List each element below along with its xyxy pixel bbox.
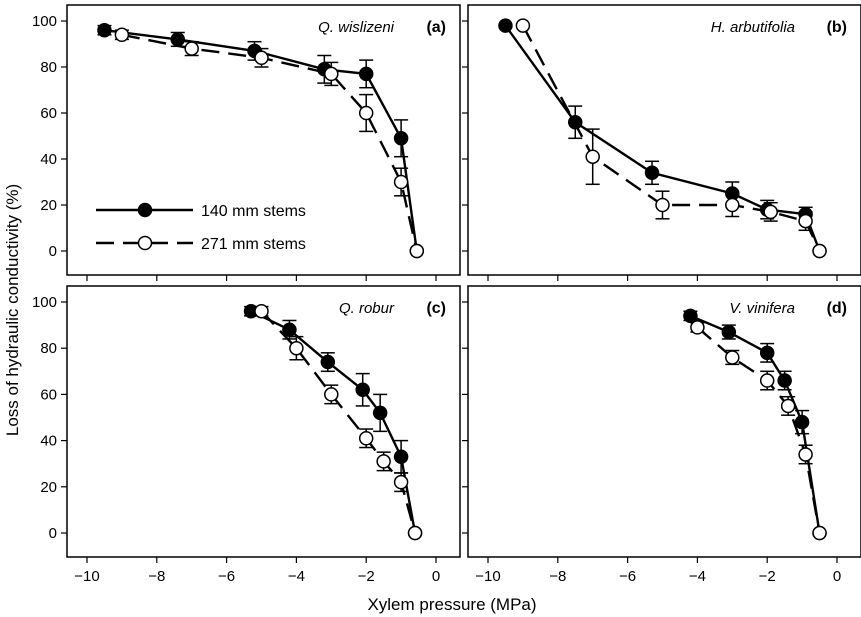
data-point-140mm (683, 308, 698, 324)
y-tick-label: 80 (40, 59, 57, 76)
y-tick-label: 80 (40, 340, 57, 357)
x-tick-label: −2 (358, 568, 375, 585)
data-point-140mm (372, 405, 388, 421)
data-point-271mm (114, 27, 130, 43)
x-tick-label: 0 (833, 568, 841, 585)
x-tick-label: −4 (689, 568, 706, 585)
data-point-140mm (777, 373, 792, 388)
x-tick-label: −10 (74, 568, 99, 585)
x-tick-label: −8 (549, 568, 566, 585)
y-tick-label: 100 (32, 13, 57, 30)
x-tick-label: −6 (619, 568, 636, 585)
data-point-271mm (780, 398, 796, 414)
data-point-271mm (763, 204, 778, 220)
panel-frame (66, 285, 461, 558)
panel-species-label: Q. wislizeni (318, 19, 395, 36)
y-tick-label: 0 (49, 525, 57, 542)
panel-letter-label: (c) (426, 300, 446, 317)
y-tick-label: 0 (49, 243, 57, 260)
data-point-271mm (812, 243, 827, 259)
data-point-140mm (759, 345, 775, 361)
panel-frame (467, 4, 861, 276)
x-tick-label: −10 (475, 568, 500, 585)
panel-frame (467, 285, 861, 558)
data-point-140mm (358, 66, 374, 82)
panel-b: H. arbutifolia (b) (462, 4, 861, 281)
panel-c: 0 20 40 60 80 100 −10 −8 −6 −4 −2 0 Q. robur (c) (32, 285, 461, 585)
panel-species-label: H. arbutifolia (711, 19, 795, 36)
data-point-140mm (393, 131, 409, 146)
legend: 140 mm stems 271 mm stems (96, 202, 306, 253)
data-point-140mm (794, 414, 810, 430)
x-tick-label: −4 (288, 568, 305, 585)
data-point-271mm (725, 350, 740, 365)
data-point-140mm (393, 449, 409, 465)
panel-letter-label: (d) (827, 300, 847, 317)
data-point-271mm (324, 387, 339, 402)
data-point-271mm (254, 50, 269, 66)
y-axis-title: Loss of hydraulic conductivity (%) (3, 184, 22, 436)
data-point-271mm (725, 197, 740, 213)
panel-d: −10 −8 −6 −4 −2 0 V. vinifera (d) (462, 285, 861, 585)
legend-label-140mm: 140 mm stems (201, 203, 306, 220)
data-point-271mm (655, 197, 670, 213)
data-point-271mm (585, 149, 600, 164)
y-tick-label: 60 (40, 105, 57, 122)
data-point-140mm (721, 324, 737, 340)
panel-letter-label: (b) (827, 19, 847, 36)
data-point-271mm (254, 303, 269, 319)
y-tick-label: 40 (40, 433, 57, 450)
legend-marker-open (137, 235, 153, 251)
panel-species-label: V. vinifera (729, 300, 795, 317)
data-point-271mm (798, 447, 813, 462)
data-point-140mm (97, 22, 112, 38)
series-line-271mm (260, 310, 417, 534)
series-line-271mm (696, 326, 821, 534)
y-tick-label: 60 (40, 386, 57, 403)
y-tick-label: 40 (40, 151, 57, 168)
x-tick-label: −8 (148, 568, 165, 585)
data-point-271mm (358, 105, 374, 121)
panel-species-label: Q. robur (339, 300, 395, 317)
data-point-140mm (282, 322, 297, 337)
x-axis-title: Xylem pressure (MPa) (367, 595, 536, 614)
legend-marker-filled (137, 202, 153, 218)
data-point-271mm (409, 243, 425, 259)
data-point-271mm (289, 340, 304, 356)
y-tick-label: 20 (40, 197, 57, 214)
y-tick-label: 100 (32, 294, 57, 311)
x-tick-label: −2 (759, 568, 776, 585)
data-point-140mm (320, 354, 336, 370)
data-point-271mm (184, 41, 199, 56)
data-point-271mm (812, 525, 827, 541)
panels: 0 20 40 60 80 100 Q. wislizeni (a) H. arbutifoli… (32, 4, 861, 585)
data-point-271mm (690, 320, 705, 335)
data-point-140mm (170, 32, 185, 47)
data-point-271mm (376, 454, 391, 469)
data-point-140mm (644, 165, 660, 181)
data-point-140mm (568, 114, 583, 130)
x-tick-label: −6 (218, 568, 235, 585)
data-point-271mm (393, 474, 409, 490)
data-point-271mm (358, 431, 374, 446)
panel-frame (66, 4, 461, 276)
data-point-140mm (498, 18, 513, 33)
data-point-271mm (393, 174, 409, 190)
panel-a: 0 20 40 60 80 100 Q. wislizeni (a) (32, 4, 461, 281)
y-tick-label: 20 (40, 479, 57, 496)
panel-letter-label: (a) (426, 19, 446, 36)
x-tick-label: 0 (432, 568, 440, 585)
series-line-140mm (250, 310, 417, 534)
legend-label-271mm: 271 mm stems (201, 236, 306, 253)
data-point-271mm (798, 213, 813, 229)
data-point-271mm (407, 525, 423, 541)
data-point-140mm (355, 382, 370, 398)
data-point-271mm (759, 373, 775, 388)
data-point-271mm (515, 18, 531, 33)
data-point-271mm (324, 66, 339, 82)
